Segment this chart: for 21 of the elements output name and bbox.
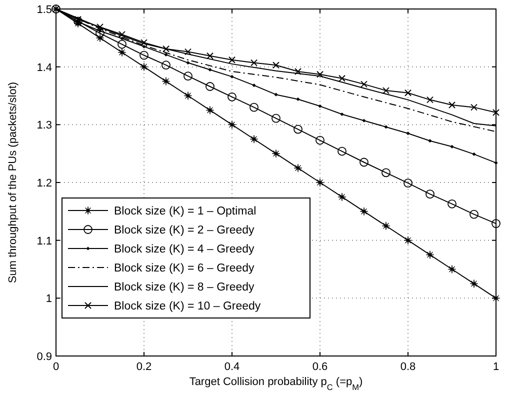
x-axis-title: Target Collision probability p$_{C}$ (=p$_{M}$) [189,376,363,392]
y-tick-label: 1.3 [36,120,52,132]
legend-label: Block size (K) = 10 – Greedy [114,300,261,312]
x-tick-label: 0.4 [224,361,240,373]
y-tick-label: 1.4 [36,62,52,74]
y-tick-label: 1 [46,293,52,306]
legend-label: Block size (K) = 6 – Greedy [114,262,255,274]
x-tick-label: 0.2 [136,361,152,373]
x-tick-label: 0.8 [400,361,416,373]
y-tick-label: 0.9 [36,351,52,363]
y-tick-label: 1.1 [36,235,52,248]
legend-label: Block size (K) = 8 – Greedy [114,282,255,294]
x-tick-label: 1 [492,361,500,373]
legend-label: Block size (K) = 2 – Greedy [114,224,255,236]
legend-label: Block size (K) = 4 – Greedy [114,244,255,256]
x-tick-label: 0.6 [312,361,328,373]
y-tick-label: 1.2 [36,178,52,190]
y-tick-label: 1.5 [36,4,52,16]
x-tick-label: 0 [52,361,60,373]
y-axis-title: Sum throughput of the PUs (packets/slot) [7,82,19,284]
legend-label: Block size (K) = 1 – Optimal [114,206,256,218]
